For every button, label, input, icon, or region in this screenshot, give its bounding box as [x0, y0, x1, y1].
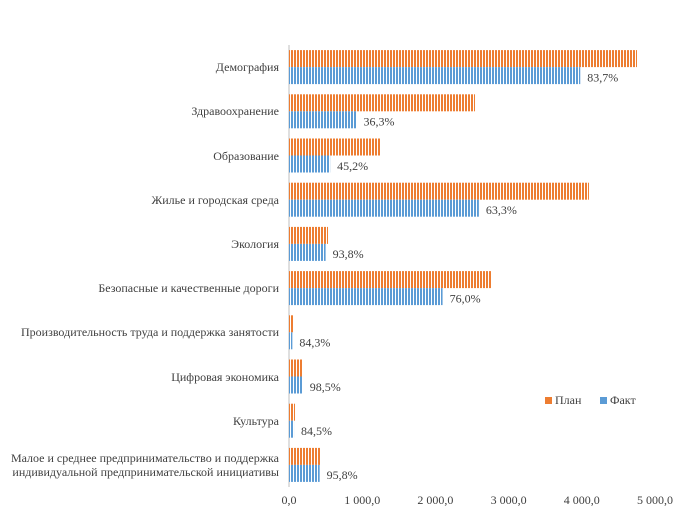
- category-label: Культура: [233, 413, 279, 428]
- bar: [289, 94, 476, 112]
- bar: [289, 447, 321, 465]
- x-tick-label: 3 000,0: [491, 493, 527, 507]
- bar: [289, 50, 637, 68]
- bar: [289, 243, 326, 261]
- bar: [289, 420, 295, 438]
- legend-swatch: [545, 397, 552, 404]
- x-tick-label: 1 000,0: [344, 493, 380, 507]
- bar-label: 45,2%: [337, 159, 368, 173]
- x-tick-label: 0,0: [282, 493, 297, 507]
- bar-label: 36,3%: [363, 115, 394, 129]
- x-tick-label: 2 000,0: [417, 493, 453, 507]
- category-label: Малое и среднее предпринимательство и по…: [10, 450, 279, 479]
- bar: [289, 67, 581, 85]
- category-label: Производительность труда и поддержка зан…: [21, 325, 279, 340]
- bar: [289, 271, 492, 289]
- bar: [289, 138, 380, 156]
- category-label: Демография: [215, 60, 279, 75]
- bar: [289, 359, 303, 377]
- category-label: Цифровая экономика: [171, 369, 279, 384]
- bar: [289, 226, 329, 244]
- bar-label: 95,8%: [327, 468, 358, 482]
- category-label: Жилье и городская среда: [151, 192, 279, 207]
- category-label: Безопасные и качественные дороги: [98, 281, 279, 296]
- bar: [289, 199, 479, 217]
- bar: [289, 464, 320, 482]
- bar-label: 76,0%: [450, 291, 481, 305]
- bar-label: 84,5%: [301, 424, 332, 438]
- legend-label: Факт: [610, 393, 636, 407]
- category-label: Образование: [213, 148, 279, 163]
- category-label: Здравоохранение: [191, 104, 279, 119]
- x-tick-label: 5 000,0: [637, 493, 673, 507]
- bar: [289, 288, 443, 306]
- bar: [289, 111, 357, 129]
- legend-label: План: [555, 393, 582, 407]
- bar: [289, 315, 294, 333]
- bar: [289, 403, 296, 421]
- bar: [289, 332, 293, 350]
- bar-label: 84,3%: [299, 336, 330, 350]
- bar-label: 63,3%: [486, 203, 517, 217]
- category-label: Экология: [231, 236, 279, 251]
- bar: [289, 155, 331, 173]
- bar-label: 93,8%: [333, 247, 364, 261]
- x-tick-label: 4 000,0: [564, 493, 600, 507]
- bar: [289, 376, 303, 394]
- bar-label: 83,7%: [587, 70, 618, 84]
- legend-swatch: [600, 397, 607, 404]
- bar: [289, 182, 589, 200]
- bar-label: 98,5%: [310, 380, 341, 394]
